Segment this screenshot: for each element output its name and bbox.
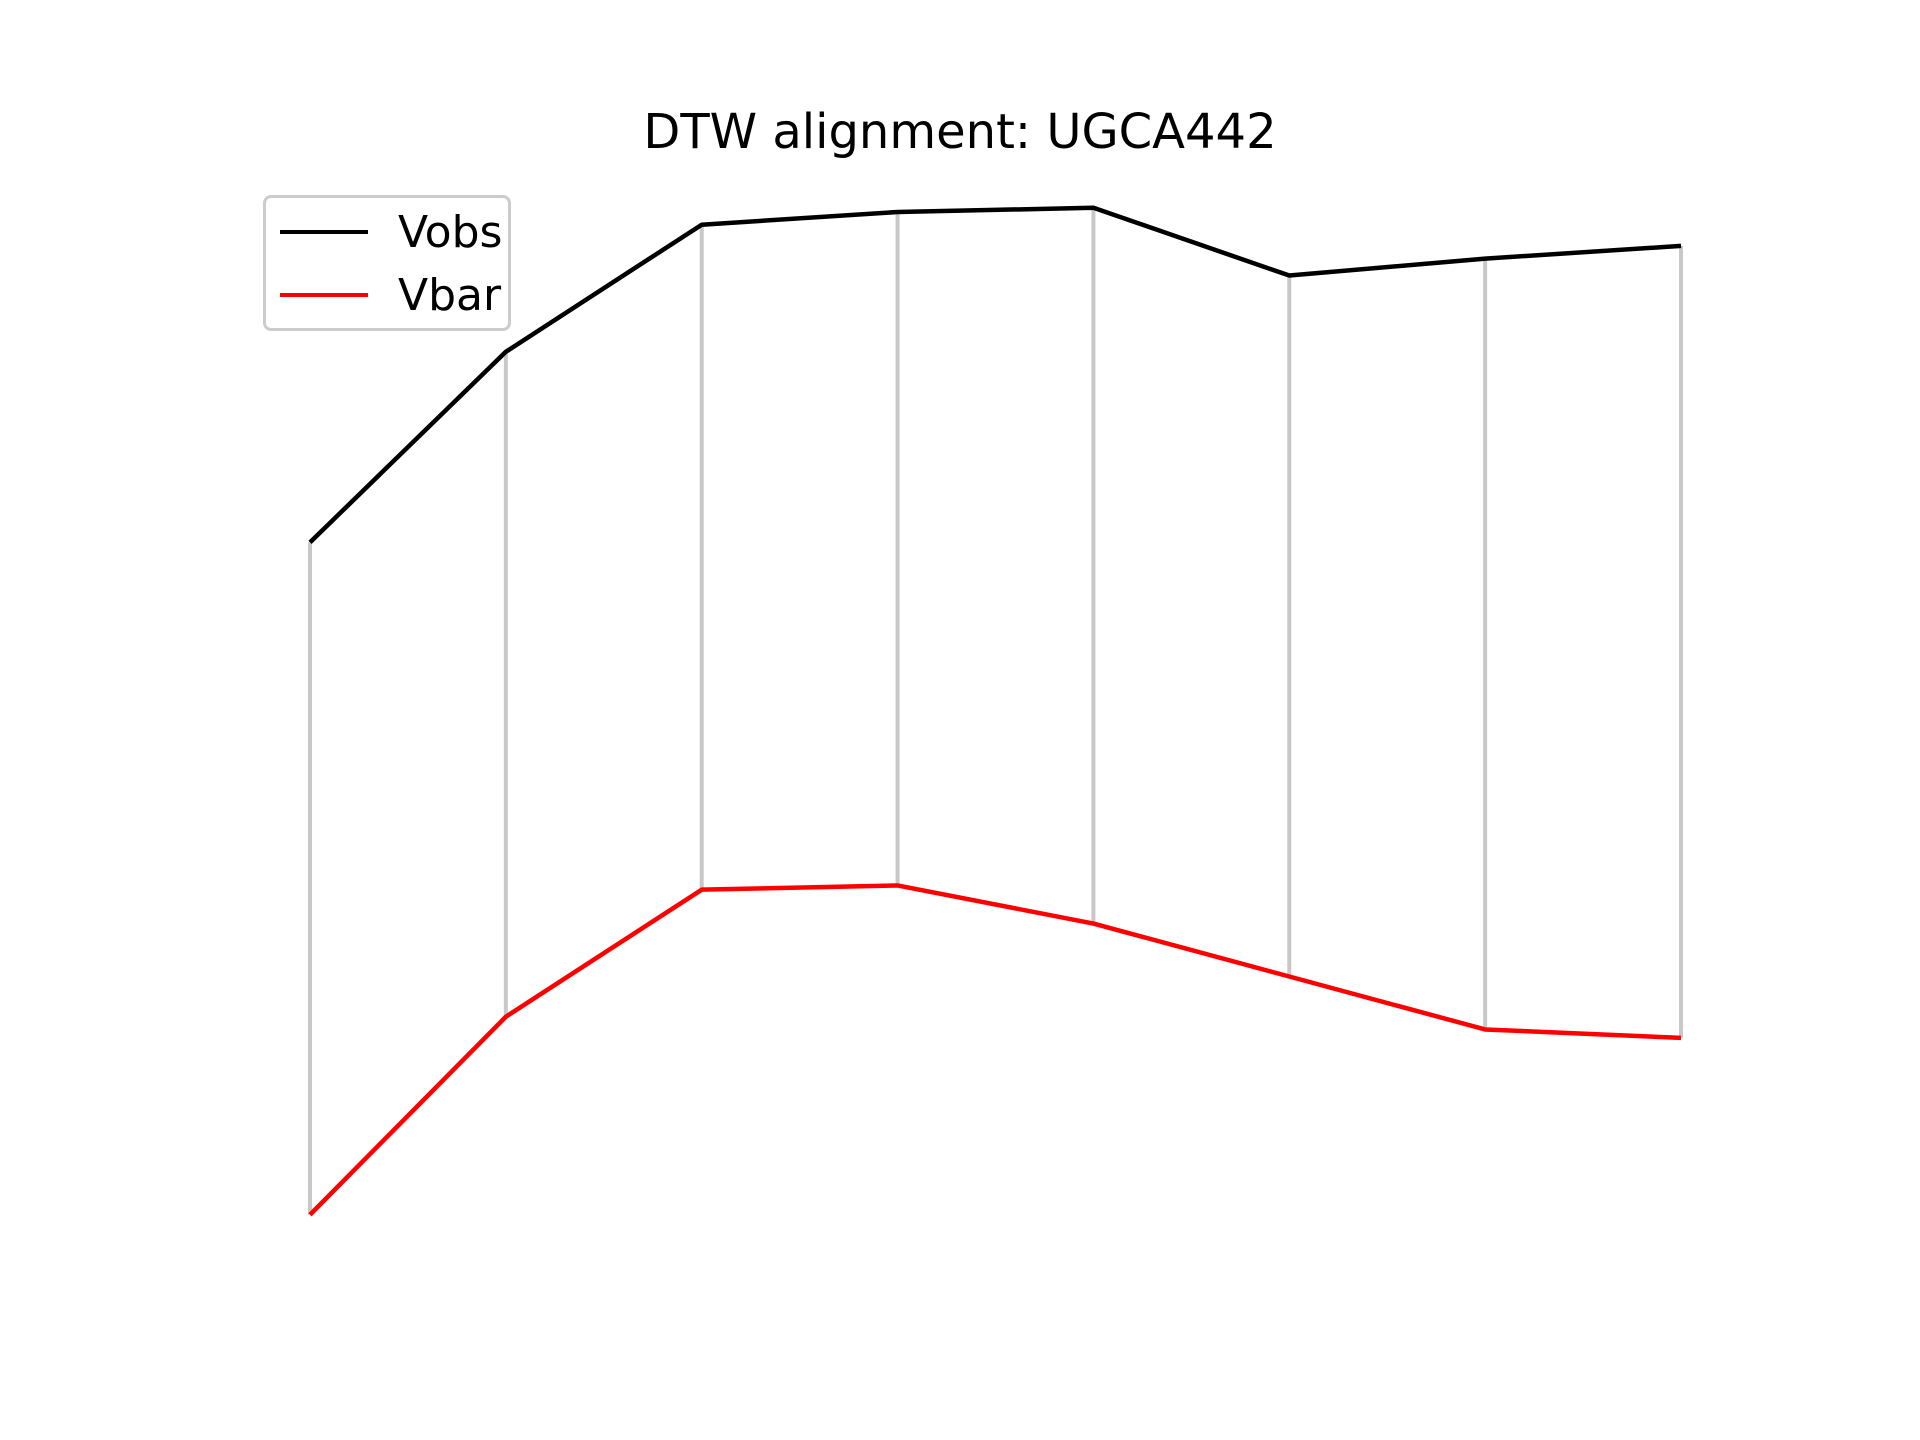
- legend-item-vbar: Vbar: [266, 271, 508, 321]
- legend-label-vobs: Vobs: [398, 207, 503, 258]
- legend-swatch-vobs: [280, 230, 368, 234]
- series-line-vobs: [308, 205, 1682, 544]
- legend: Vobs Vbar: [263, 195, 511, 331]
- chart-title: DTW alignment: UGCA442: [643, 104, 1277, 160]
- legend-swatch-vbar: [280, 293, 368, 297]
- legend-item-vobs: Vobs: [266, 208, 508, 258]
- legend-label-vbar: Vbar: [398, 270, 502, 321]
- series-line-vbar: [308, 883, 1682, 1217]
